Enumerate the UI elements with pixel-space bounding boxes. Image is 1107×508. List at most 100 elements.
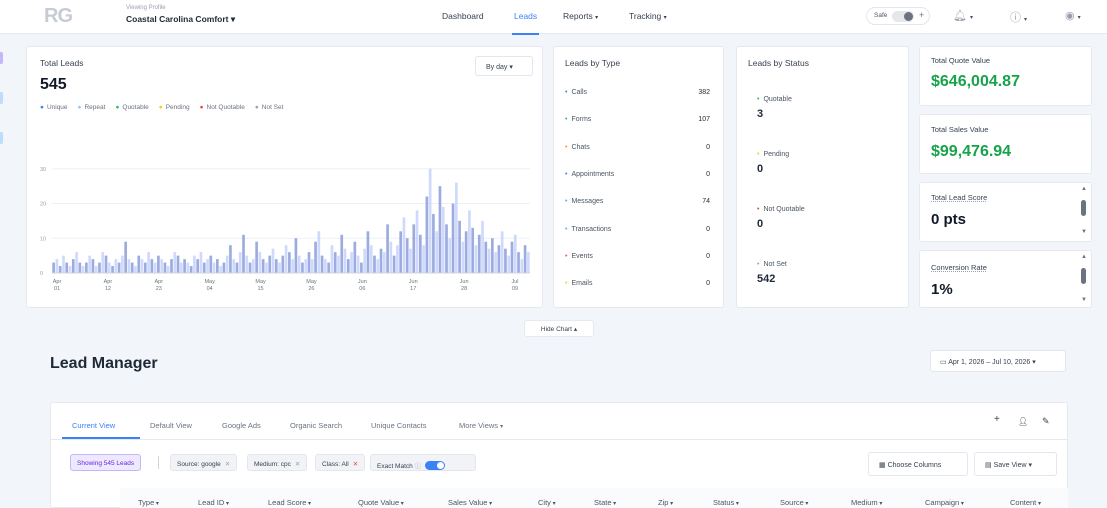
- chart-bar[interactable]: [71, 259, 75, 273]
- chart-bar[interactable]: [245, 255, 249, 273]
- scroll-down-icon[interactable]: ▼: [1081, 297, 1087, 303]
- chart-bar[interactable]: [58, 266, 62, 273]
- chart-bar[interactable]: [507, 255, 511, 273]
- chart-bar[interactable]: [402, 217, 406, 273]
- chart-bar[interactable]: [409, 248, 412, 273]
- chart-bar[interactable]: [360, 262, 363, 273]
- hide-chart-button[interactable]: Hide Chart ▴: [524, 320, 594, 337]
- nav-dashboard[interactable]: Dashboard: [442, 11, 484, 21]
- column-header[interactable]: State ▾: [594, 498, 616, 507]
- chart-bar[interactable]: [428, 168, 432, 273]
- chart-bar[interactable]: [147, 252, 150, 273]
- chart-bar[interactable]: [101, 252, 105, 273]
- chart-bar[interactable]: [98, 262, 101, 273]
- add-view-icon[interactable]: +: [994, 414, 1000, 425]
- chart-bar[interactable]: [523, 245, 527, 273]
- chart-bar[interactable]: [62, 255, 65, 273]
- sort-icon[interactable]: ▾: [224, 501, 229, 507]
- chart-bar[interactable]: [255, 241, 258, 273]
- chart-bar[interactable]: [252, 259, 255, 273]
- nav-reports[interactable]: Reports ▾: [563, 11, 598, 21]
- filter-chip-source[interactable]: Source: google ✕: [170, 454, 238, 471]
- chart-bar[interactable]: [206, 259, 209, 273]
- sort-icon[interactable]: ▾: [959, 501, 964, 507]
- chart-bar[interactable]: [202, 262, 206, 273]
- chart-bar[interactable]: [291, 259, 294, 273]
- chart-bar[interactable]: [288, 252, 291, 273]
- chart-bar[interactable]: [281, 255, 285, 273]
- save-view-button[interactable]: ▤ Save View ▾: [974, 452, 1057, 476]
- chart-bar[interactable]: [278, 262, 281, 273]
- column-header[interactable]: Zip ▾: [658, 498, 673, 507]
- remove-filter-icon[interactable]: ✕: [224, 461, 231, 468]
- sort-icon[interactable]: ▾: [734, 501, 739, 507]
- nav-tracking[interactable]: Tracking ▾: [629, 11, 667, 21]
- chart-bar[interactable]: [143, 262, 147, 273]
- chart-bar[interactable]: [415, 210, 419, 273]
- chart-bar[interactable]: [373, 255, 376, 273]
- chart-bar[interactable]: [140, 259, 144, 273]
- sidebar-stub-3[interactable]: [0, 132, 3, 144]
- chart-bar[interactable]: [477, 234, 481, 273]
- chart-bar[interactable]: [199, 252, 203, 273]
- kpi-score-scrollbar[interactable]: [1081, 200, 1086, 216]
- user-icon[interactable]: 👤︎: [1018, 417, 1029, 426]
- chart-bar[interactable]: [150, 259, 154, 273]
- chart-bar[interactable]: [454, 182, 458, 273]
- chart-bar[interactable]: [268, 255, 272, 273]
- chart-bar[interactable]: [405, 238, 409, 273]
- chart-bar[interactable]: [500, 231, 504, 273]
- nav-leads[interactable]: Leads: [511, 11, 540, 35]
- column-header[interactable]: Status ▾: [713, 498, 739, 507]
- chart-bar[interactable]: [307, 252, 311, 273]
- chart-bar[interactable]: [464, 231, 468, 273]
- chart-bar[interactable]: [229, 245, 232, 273]
- chart-bar[interactable]: [471, 227, 475, 273]
- chart-bar[interactable]: [284, 245, 288, 273]
- chart-bar[interactable]: [265, 262, 268, 273]
- exact-match-switch[interactable]: [425, 461, 446, 470]
- sidebar-stub-1[interactable]: [0, 52, 3, 64]
- chart-bar[interactable]: [510, 241, 514, 273]
- chart-bar[interactable]: [170, 259, 173, 273]
- chart-bar[interactable]: [474, 245, 478, 273]
- chart-bar[interactable]: [504, 248, 507, 273]
- column-header[interactable]: Content ▾: [1010, 498, 1041, 507]
- tab-unique-contacts[interactable]: Unique Contacts: [371, 421, 427, 430]
- chart-bar[interactable]: [235, 262, 239, 273]
- chart-bar[interactable]: [91, 259, 95, 273]
- chart-bar[interactable]: [520, 259, 524, 273]
- column-header[interactable]: City ▾: [538, 498, 556, 507]
- chart-bar[interactable]: [104, 255, 108, 273]
- chart-bar[interactable]: [176, 255, 180, 273]
- chart-bar[interactable]: [85, 262, 88, 273]
- sort-icon[interactable]: ▾: [611, 501, 617, 507]
- sort-icon[interactable]: ▾: [550, 501, 556, 507]
- chart-bar[interactable]: [356, 255, 360, 273]
- chart-bar[interactable]: [153, 262, 157, 273]
- chart-bar[interactable]: [301, 262, 304, 273]
- legend-item[interactable]: ● Not Quotable: [200, 104, 245, 111]
- chart-bar[interactable]: [186, 262, 190, 273]
- chart-bar[interactable]: [157, 255, 160, 273]
- chart-bar[interactable]: [94, 266, 98, 273]
- chart-bar[interactable]: [121, 255, 124, 273]
- chart-bar[interactable]: [114, 259, 118, 273]
- chart-bar[interactable]: [193, 255, 196, 273]
- chart-bar[interactable]: [438, 186, 442, 273]
- chart-bar[interactable]: [343, 248, 347, 273]
- chart-bar[interactable]: [124, 241, 128, 273]
- profile-selector[interactable]: Coastal Carolina Comfort ▾: [126, 14, 235, 25]
- chart-bar[interactable]: [88, 255, 91, 273]
- chart-bar[interactable]: [337, 255, 340, 273]
- chart-bar[interactable]: [497, 245, 501, 273]
- chart-bar[interactable]: [209, 255, 213, 273]
- sort-icon[interactable]: ▾: [306, 501, 312, 507]
- tab-default-view[interactable]: Default View: [150, 421, 192, 430]
- sort-icon[interactable]: ▾: [399, 501, 404, 507]
- filter-chip-class[interactable]: Class: All ✕: [315, 454, 366, 471]
- filter-chip-medium[interactable]: Medium: cpc ✕: [247, 454, 308, 471]
- app-logo[interactable]: RG: [44, 5, 73, 27]
- chart-bar[interactable]: [376, 259, 380, 273]
- chart-bar[interactable]: [441, 206, 445, 273]
